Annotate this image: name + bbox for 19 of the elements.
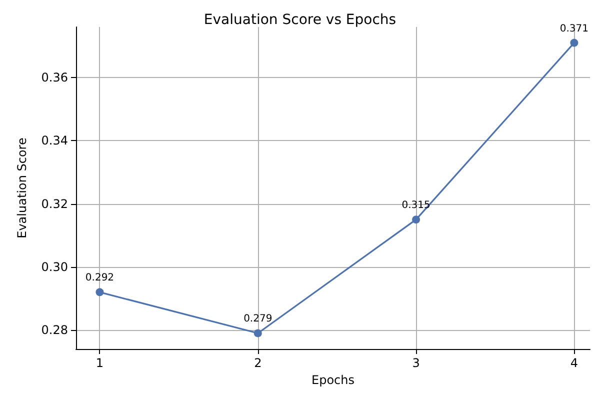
y-tick-label: 0.34 [41, 134, 68, 148]
x-axis-title: Epochs [312, 372, 354, 387]
data-label: 0.371 [560, 23, 589, 34]
data-label: 0.292 [85, 272, 114, 284]
x-tick-label: 4 [570, 356, 578, 370]
chart-title: Evaluation Score vs Epochs [204, 12, 396, 28]
x-tick-label: 2 [254, 356, 262, 370]
y-tick-label: 0.36 [41, 70, 68, 85]
y-tick-label: 0.32 [41, 196, 68, 211]
point [96, 288, 104, 296]
point [254, 329, 262, 338]
point [412, 216, 420, 224]
point [570, 38, 578, 47]
data-label: 0.279 [244, 314, 272, 325]
y-tick-label: 0.28 [41, 323, 68, 338]
y-tick-label: 0.30 [41, 260, 68, 274]
x-tick-label: 3 [412, 356, 420, 370]
y-axis-title: Evaluation Score [15, 138, 29, 238]
x-tick-label: 1 [96, 356, 104, 370]
